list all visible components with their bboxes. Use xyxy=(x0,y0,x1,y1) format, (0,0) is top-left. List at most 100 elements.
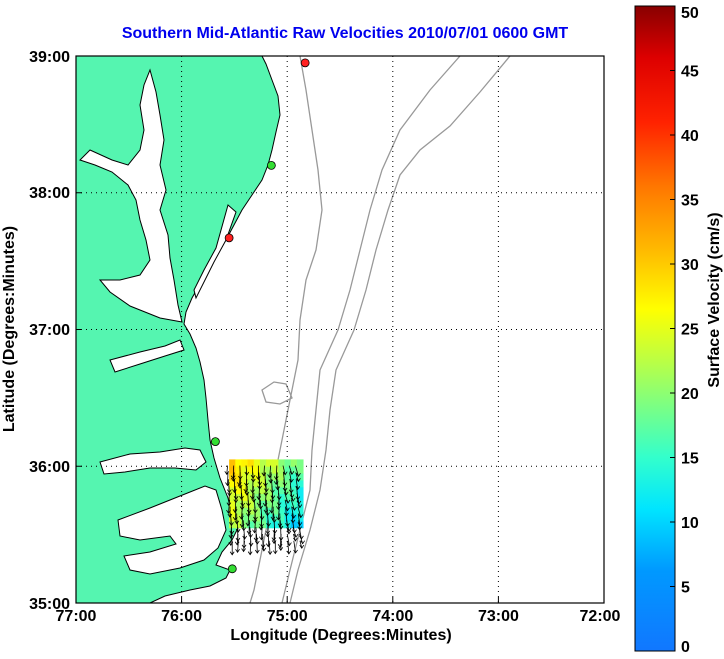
velocity-arrowhead xyxy=(300,540,306,545)
colorbar-tick-label: 35 xyxy=(681,193,699,210)
plot-area xyxy=(76,56,604,603)
velocity-arrowhead xyxy=(249,495,255,500)
velocity-cell xyxy=(259,459,267,467)
velocity-cell xyxy=(266,479,273,488)
x-tick-label: 73:00 xyxy=(478,608,519,625)
velocity-arrow xyxy=(290,499,295,511)
velocity-arrowhead xyxy=(297,526,302,531)
velocity-arrowhead xyxy=(299,544,305,549)
velocity-arrow xyxy=(230,533,233,546)
velocity-field xyxy=(224,459,306,556)
colorbar-tick-label: 30 xyxy=(681,257,699,274)
velocity-arrowhead xyxy=(231,477,236,482)
velocity-arrow xyxy=(256,533,258,545)
velocity-arrow xyxy=(297,513,301,526)
velocity-cell xyxy=(278,514,286,522)
x-tick-label: 75:00 xyxy=(267,608,308,625)
velocity-cell xyxy=(235,493,242,501)
velocity-cell xyxy=(235,466,242,474)
velocity-arrowhead xyxy=(277,523,283,528)
velocity-arrowhead xyxy=(258,505,264,510)
velocity-arrow xyxy=(284,499,288,511)
velocity-arrow xyxy=(232,472,235,482)
velocity-cell xyxy=(241,466,249,474)
x-tick-label: 76:00 xyxy=(161,608,202,625)
velocity-arrowhead xyxy=(296,473,301,477)
velocity-cell xyxy=(296,479,304,488)
velocity-cell xyxy=(241,473,249,481)
velocity-arrow xyxy=(293,540,296,554)
colorbar-ticks: 0 5 10 15 20 25 30 35 40 45 50 xyxy=(670,5,699,656)
velocity-arrowhead xyxy=(286,527,292,532)
velocity-arrowhead xyxy=(296,478,301,483)
colorbar-gradient xyxy=(634,5,676,652)
velocity-cell xyxy=(290,486,298,495)
velocity-cell xyxy=(284,486,292,495)
velocity-arrowhead xyxy=(273,481,279,486)
velocity-arrowhead xyxy=(230,475,236,480)
velocity-arrowhead xyxy=(244,471,250,476)
velocity-cell xyxy=(247,473,255,481)
velocity-arrowhead xyxy=(235,537,241,542)
velocity-arrowhead xyxy=(229,530,235,535)
velocity-arrowhead xyxy=(252,519,257,524)
velocity-cell xyxy=(272,473,279,481)
velocity-arrow xyxy=(297,506,302,518)
velocity-cell xyxy=(241,459,249,467)
velocity-cell xyxy=(253,486,261,495)
velocity-arrowhead xyxy=(298,514,304,519)
velocity-arrowhead xyxy=(285,507,290,512)
velocity-arrowhead xyxy=(256,502,262,507)
velocity-cell xyxy=(241,493,249,501)
velocity-arrowhead xyxy=(244,482,249,487)
velocity-arrow xyxy=(289,479,292,493)
velocity-arrowhead xyxy=(226,489,232,494)
velocity-cell xyxy=(290,500,298,508)
velocity-arrow xyxy=(234,506,237,521)
velocity-arrowhead xyxy=(253,509,258,514)
velocity-cell xyxy=(247,479,255,488)
velocity-arrow xyxy=(227,479,230,493)
colorbar: 0 5 10 15 20 25 30 35 40 45 50 Surface Velocity (c… xyxy=(634,5,723,656)
velocity-cell xyxy=(284,500,292,508)
station-marker xyxy=(300,58,310,68)
velocity-arrowhead xyxy=(248,542,254,547)
velocity-cell xyxy=(241,500,249,508)
velocity-arrowhead xyxy=(235,549,240,553)
velocity-arrowhead xyxy=(239,523,245,528)
velocity-cell xyxy=(266,459,273,467)
velocity-arrowhead xyxy=(289,471,295,475)
velocity-cell xyxy=(259,473,267,481)
velocity-cell xyxy=(259,479,267,488)
x-tick-label: 74:00 xyxy=(372,608,413,625)
velocity-cell xyxy=(272,459,279,467)
velocity-cell xyxy=(278,473,286,481)
velocity-arrowhead xyxy=(272,550,278,555)
velocity-cell xyxy=(229,493,236,501)
colorbar-tick-label: 5 xyxy=(681,580,690,597)
velocity-arrowhead xyxy=(227,513,233,518)
velocity-arrowhead xyxy=(263,492,269,497)
velocity-arrowhead xyxy=(243,488,249,493)
velocity-cell xyxy=(290,479,298,488)
y-tick-label: 36:00 xyxy=(29,459,70,476)
velocity-arrowhead xyxy=(290,497,296,502)
velocity-arrowhead xyxy=(259,516,265,521)
velocity-arrowhead xyxy=(286,530,292,535)
velocity-cell xyxy=(253,466,261,474)
velocity-cell xyxy=(290,520,298,529)
colorbar-tick-label: 25 xyxy=(681,322,699,339)
velocity-cell xyxy=(290,507,298,515)
velocity-arrow xyxy=(228,499,231,514)
velocity-arrowhead xyxy=(254,540,260,545)
velocity-arrow xyxy=(265,499,268,513)
velocity-arrowhead xyxy=(278,547,284,552)
velocity-arrow xyxy=(286,533,290,546)
pamlico-sound xyxy=(117,485,227,575)
velocity-arrow xyxy=(260,527,263,540)
velocity-cell xyxy=(296,466,304,474)
velocity-cell xyxy=(296,507,304,515)
velocity-arrowhead xyxy=(273,476,279,481)
velocity-arrow xyxy=(268,540,271,555)
